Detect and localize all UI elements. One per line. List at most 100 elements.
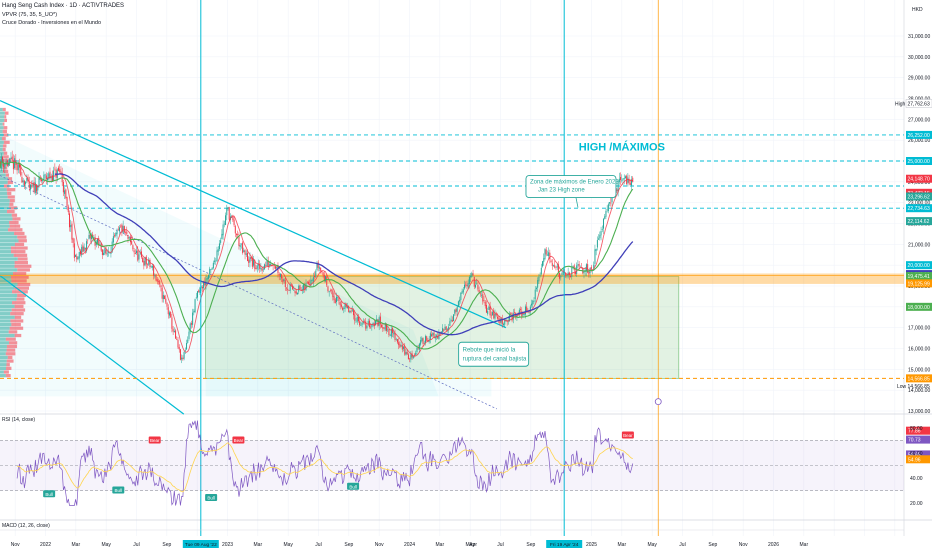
price-axis[interactable]: 31,000.0030,000.0029,000.0028,000.0027,0… [895, 34, 932, 415]
candle-body [246, 252, 248, 261]
candle-body [10, 157, 12, 160]
candle-body [204, 281, 206, 286]
candle-body [278, 274, 280, 276]
candle-body [189, 323, 191, 333]
candle-body [273, 265, 275, 266]
candle-body [601, 229, 603, 230]
price-tick: 15,000.00 [908, 367, 930, 373]
candle-body [87, 239, 89, 241]
candle-body [294, 290, 296, 293]
candle-body [395, 339, 397, 341]
candle-body [596, 240, 598, 248]
candle-body [456, 306, 458, 312]
candle-body [357, 316, 359, 322]
candle-body [483, 300, 485, 302]
candle-body [462, 289, 464, 293]
zone-box [525, 175, 617, 199]
macd-title[interactable]: MACD (12, 26, close) [2, 523, 50, 529]
candle-body [394, 333, 396, 340]
candle-body [602, 218, 604, 229]
candle-body [177, 339, 179, 348]
descending-channel[interactable] [0, 100, 507, 415]
candle-body [131, 241, 133, 245]
candle-body [328, 291, 330, 293]
candle-body [67, 206, 69, 213]
candle-body [550, 260, 552, 263]
candle-body [623, 178, 625, 180]
vp-bar-down [7, 195, 15, 199]
indicator-golden-cross[interactable]: Cruce Dorado - Inversiones en el Mundo [2, 20, 102, 26]
candle-body [450, 319, 452, 321]
candle-body [144, 257, 146, 266]
vp-bar-down [3, 126, 8, 130]
price-tick: 29,000.00 [908, 76, 930, 82]
candle-body [104, 248, 106, 254]
vp-bar-up [0, 315, 15, 319]
vp-bar-up [0, 333, 15, 338]
candle-body [331, 289, 333, 291]
candle-body [577, 264, 579, 266]
candle-body [333, 296, 335, 301]
candle-body [186, 343, 188, 350]
candle-body [259, 263, 261, 269]
indicator-vpvr[interactable]: VPVR (75, 35, 5_UO*) [2, 12, 58, 18]
vp-bar-down [6, 188, 16, 192]
vp-bar-down [10, 312, 24, 316]
vp-bar-up [0, 264, 15, 268]
candle-body [367, 321, 369, 325]
vp-bar-down [5, 337, 16, 341]
candle-body [139, 252, 141, 254]
vp-bar-up [0, 107, 3, 112]
candle-body [162, 295, 164, 300]
vp-bar-down [5, 374, 11, 378]
candle-body [117, 229, 119, 231]
candle-body [212, 262, 214, 269]
candle-body [428, 339, 430, 342]
candle-body [150, 266, 152, 268]
price-tag-label: 25,000.00 [908, 159, 930, 165]
vp-bar-up [0, 290, 13, 294]
price-tag-label: 18,000.00 [908, 305, 930, 311]
candle-body [192, 312, 194, 325]
candle-body [54, 168, 56, 170]
candle-body [153, 265, 155, 276]
candle-body [624, 176, 626, 179]
vp-bar-down [9, 202, 14, 206]
candle-body [387, 329, 389, 331]
candle-body [507, 320, 509, 321]
candle-body [42, 180, 44, 182]
time-label: Jul [497, 542, 503, 548]
vp-bar-up [0, 374, 6, 378]
candle-body [279, 273, 281, 277]
candle-body [327, 286, 329, 292]
candle-body [12, 160, 14, 170]
vp-bar-down [6, 162, 10, 166]
price-tag-label: 26,252.00 [908, 133, 930, 139]
price-tag [906, 261, 932, 270]
rsi-tag-label: 77.86 [908, 429, 921, 435]
candle-body [316, 263, 318, 271]
low-value: 14,566.85 [908, 384, 930, 390]
candle-body [472, 273, 474, 276]
candle-body [629, 183, 631, 185]
candle-body [309, 283, 311, 286]
candle-body [365, 321, 367, 329]
rsi-title[interactable]: RSI (14, close) [2, 417, 36, 423]
candle-body [48, 173, 50, 180]
vp-bar-down [7, 180, 13, 185]
vp-bar-down [14, 242, 25, 247]
candle-body [125, 232, 127, 233]
candle-body [253, 259, 255, 266]
annotations[interactable]: HIGH /MÁXIMOS Zona de máximos de Enero 20… [458, 141, 665, 367]
time-axis[interactable]: Nov 2022 Mar May Jul Sep Nov 2023 Mar May Jul Sep No… [11, 540, 809, 548]
candle-body [531, 303, 533, 306]
candle-body [461, 291, 463, 294]
candle-body [353, 310, 355, 316]
candle-body [570, 275, 572, 278]
candle-body [21, 176, 23, 183]
rebound-text-line1: Rebote que inició la [463, 347, 516, 353]
vp-bar-down [14, 333, 22, 338]
candle-body [159, 280, 161, 285]
horizontal-levels[interactable] [0, 134, 904, 379]
